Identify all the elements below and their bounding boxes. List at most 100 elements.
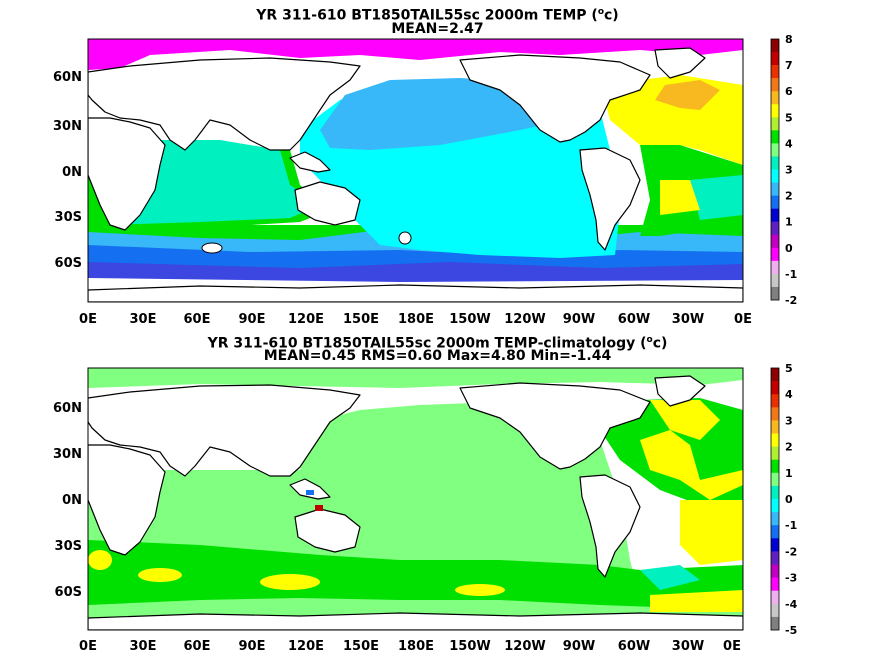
y-tick-label: 30N (53, 447, 82, 462)
colorbar-label: -4 (785, 598, 798, 611)
colorbar-label: 8 (785, 33, 793, 46)
x-tick-label: 150W (449, 639, 490, 654)
land-masses (88, 375, 743, 630)
colorbar-swatch (771, 260, 779, 275)
colorbar-swatch (771, 156, 779, 170)
x-tick-label: 150W (449, 312, 490, 327)
panel2-title: YR 311-610 BT1850TAIL55sc 2000m TEMP-cli… (207, 335, 668, 352)
colorbar-swatch (771, 538, 779, 552)
colorbar-label: 5 (785, 362, 793, 375)
colorbar-label: -2 (785, 545, 797, 558)
colorbar-label: 4 (785, 388, 793, 401)
y-tick-label: 60S (55, 256, 82, 271)
colorbar-swatch (771, 485, 779, 500)
colorbar-swatch (771, 616, 779, 631)
colorbar-label: 0 (785, 242, 793, 255)
panel1-x-axis: 0E 30E 60E 90E 120E 150E 180E 150W 120W … (79, 312, 752, 327)
colorbar-swatch (771, 577, 779, 591)
x-tick-label: 0E (734, 312, 752, 327)
colorbar-swatch (771, 78, 779, 92)
colorbar-swatch (771, 446, 779, 460)
x-tick-label: 60W (618, 639, 650, 654)
colorbar-swatch (771, 381, 779, 395)
colorbar-swatch (771, 286, 779, 301)
x-tick-label: 180E (398, 312, 434, 327)
land-masses (88, 47, 743, 302)
colorbar-swatch (771, 525, 779, 539)
colorbar-label: 5 (785, 111, 793, 124)
colorbar-label: 3 (785, 164, 793, 177)
panel2-map (88, 368, 743, 630)
panel2-frame (87, 367, 744, 631)
colorbar-swatch (771, 234, 779, 249)
colorbar-swatch (771, 394, 779, 408)
y-tick-label: 60S (55, 585, 82, 600)
colorbar-label: 4 (785, 137, 793, 150)
colorbar-swatch (771, 420, 779, 434)
panel1-subtitle: MEAN=2.47 (391, 21, 484, 37)
colorbar-frame (770, 38, 780, 301)
colorbar-swatch (771, 195, 779, 209)
x-tick-label: 0E (79, 312, 97, 327)
colorbar-label: 1 (785, 216, 793, 229)
panel2-y-axis: 60N 30N 0N 30S 60S (53, 401, 82, 600)
panel2-x-axis: 0E 30E 60E 90E 120E 150E 180E 150W 120W … (79, 639, 741, 654)
colorbar-swatch (771, 221, 779, 236)
x-tick-label: 90W (563, 639, 595, 654)
colorbar-swatch (771, 273, 779, 288)
colorbar-label: -1 (785, 519, 797, 532)
x-tick-label: 120E (288, 639, 324, 654)
colorbar-label: -3 (785, 572, 797, 585)
x-tick-label: 30W (672, 312, 704, 327)
y-tick-label: 60N (53, 401, 82, 416)
colorbar-swatch (771, 65, 779, 79)
colorbar-swatch (771, 117, 779, 131)
colorbar-swatch (771, 143, 779, 157)
y-tick-label: 30S (55, 539, 82, 554)
colorbar-swatch (771, 368, 779, 382)
x-tick-label: 90E (239, 312, 266, 327)
colorbar-swatch (771, 551, 779, 565)
x-tick-label: 90W (563, 312, 595, 327)
colorbar-label: 2 (785, 441, 793, 454)
colorbar-swatch (771, 247, 779, 262)
y-tick-label: 30S (55, 210, 82, 225)
colorbar-label: 1 (785, 467, 793, 480)
colorbar-swatch (771, 169, 779, 183)
x-tick-label: 150E (343, 639, 379, 654)
panel1-title: YR 311-610 BT1850TAIL55sc 2000m TEMP (oc… (256, 7, 619, 24)
colorbar-swatch (771, 433, 779, 447)
colorbar-swatch (771, 564, 779, 578)
colorbar-swatch (771, 590, 779, 605)
colorbar-swatch (771, 130, 779, 144)
colorbar-label: 0 (785, 493, 793, 506)
x-tick-label: 120W (504, 312, 545, 327)
y-tick-label: 60N (53, 70, 82, 85)
colorbar-swatch (771, 472, 779, 487)
colorbar-label: 6 (785, 85, 793, 98)
colorbar-label: -1 (785, 268, 797, 281)
colorbar-swatch (771, 603, 779, 618)
panel1-map (88, 39, 743, 302)
x-tick-label: 90E (239, 639, 266, 654)
colorbar-swatch (771, 499, 779, 513)
colorbar-swatch (771, 52, 779, 66)
colorbar-label: 2 (785, 190, 793, 203)
colorbar-swatch (771, 104, 779, 118)
x-tick-label: 60E (184, 312, 211, 327)
x-tick-label: 30E (130, 312, 157, 327)
colorbar-label: 7 (785, 59, 793, 72)
x-tick-label: 30E (130, 639, 157, 654)
x-tick-label: 30W (672, 639, 704, 654)
colorbar-swatch (771, 182, 779, 196)
x-tick-label: 180E (398, 639, 434, 654)
colorbar-swatch (771, 512, 779, 526)
colorbar-frame (770, 367, 780, 631)
panel2-colorbar: 5 4 3 2 1 0 -1 -2 -3 -4 -5 (770, 362, 798, 637)
panel1-y-axis: 60N 30N 0N 30S 60S (53, 70, 82, 271)
colorbar-label: -5 (785, 624, 797, 637)
panel1-colorbar: 8 7 6 5 4 3 2 1 0 -1 -2 (770, 33, 797, 307)
colorbar-swatch (771, 39, 779, 53)
x-tick-label: 0E (79, 639, 97, 654)
